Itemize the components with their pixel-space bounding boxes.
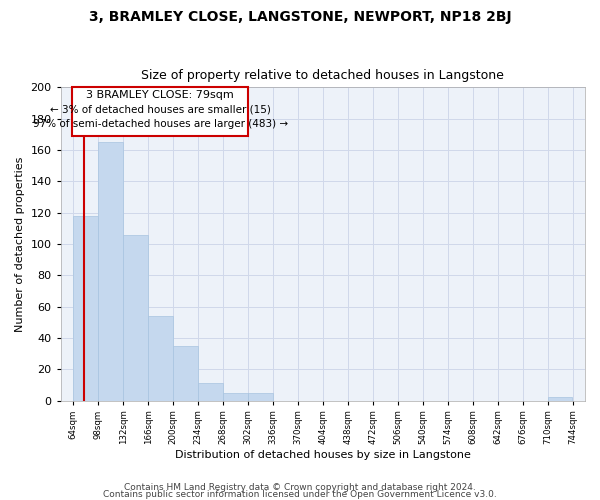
Text: 97% of semi-detached houses are larger (483) →: 97% of semi-detached houses are larger (…	[32, 118, 288, 128]
Bar	[248, 392, 273, 400]
Title: Size of property relative to detached houses in Langstone: Size of property relative to detached ho…	[142, 69, 504, 82]
Y-axis label: Number of detached properties: Number of detached properties	[15, 156, 25, 332]
Bar	[123, 234, 148, 400]
Bar	[173, 346, 198, 401]
Bar	[148, 316, 173, 400]
Text: Contains public sector information licensed under the Open Government Licence v3: Contains public sector information licen…	[103, 490, 497, 499]
Bar	[73, 88, 248, 136]
Bar	[223, 392, 248, 400]
Bar	[98, 142, 123, 401]
Text: ← 3% of detached houses are smaller (15): ← 3% of detached houses are smaller (15)	[50, 104, 271, 115]
Bar	[548, 398, 572, 400]
Text: Contains HM Land Registry data © Crown copyright and database right 2024.: Contains HM Land Registry data © Crown c…	[124, 484, 476, 492]
Bar	[73, 216, 98, 400]
Text: 3, BRAMLEY CLOSE, LANGSTONE, NEWPORT, NP18 2BJ: 3, BRAMLEY CLOSE, LANGSTONE, NEWPORT, NP…	[89, 10, 511, 24]
Text: 3 BRAMLEY CLOSE: 79sqm: 3 BRAMLEY CLOSE: 79sqm	[86, 90, 234, 101]
Bar	[198, 384, 223, 400]
X-axis label: Distribution of detached houses by size in Langstone: Distribution of detached houses by size …	[175, 450, 471, 460]
